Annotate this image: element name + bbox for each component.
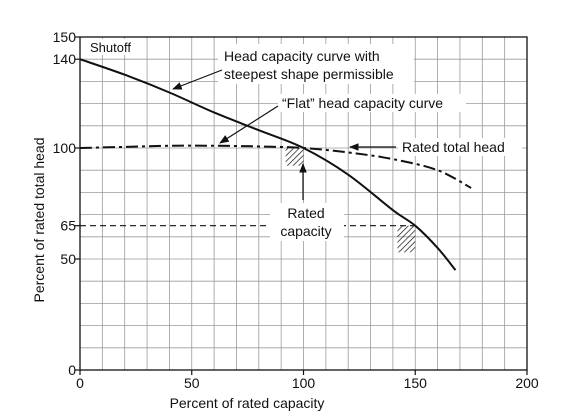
- flat-curve-label-bg: [278, 94, 466, 112]
- flat-curve-arrow: [219, 105, 279, 144]
- x-tick-label: 100: [292, 375, 316, 391]
- x-tick-label: 150: [404, 375, 428, 391]
- hatch-region: [397, 225, 416, 253]
- y-tick-label: 0: [68, 362, 76, 378]
- flat-curve-label: “Flat” head capacity curve: [282, 95, 443, 111]
- y-axis-label: Percent of rated total head: [31, 138, 47, 303]
- rated-capacity-label-bg: [270, 203, 344, 241]
- y-tick-label: 150: [53, 29, 77, 45]
- axes: 0 50 100 150 200 0 50 65 100 140 150: [53, 29, 539, 391]
- rated-capacity-label-line2: capacity: [280, 223, 331, 239]
- steep-curve-label-line2: steepest shape permissible: [224, 66, 394, 82]
- annotations: Shutoff Head capacity curve with steepes…: [87, 39, 522, 241]
- rated-head-label-bg: [398, 138, 522, 156]
- shutoff-label: Shutoff: [90, 40, 131, 55]
- flat-head-capacity-curve: [79, 144, 472, 189]
- steep-curve-label-line1: Head capacity curve with: [224, 48, 380, 64]
- steep-curve-label-bg: [218, 44, 414, 84]
- x-tick-label: 200: [515, 375, 539, 391]
- x-tick-label: 50: [184, 375, 200, 391]
- y-tick-label: 100: [53, 140, 77, 156]
- y-tick-label: 65: [60, 218, 76, 234]
- y-tick-label: 140: [53, 51, 77, 67]
- rated-head-label: Rated total head: [402, 139, 505, 155]
- series-lines: [79, 58, 472, 271]
- steep-curve-arrow: [172, 69, 223, 90]
- rated-capacity-label-line1: Rated: [287, 205, 324, 221]
- x-axis-label: Percent of rated capacity: [170, 395, 325, 411]
- hatch-regions: [285, 148, 416, 253]
- x-tick-label: 0: [76, 375, 84, 391]
- shutoff-label-bg: [87, 39, 145, 55]
- hatch-region: [285, 148, 304, 166]
- y-tick-label: 50: [60, 251, 76, 267]
